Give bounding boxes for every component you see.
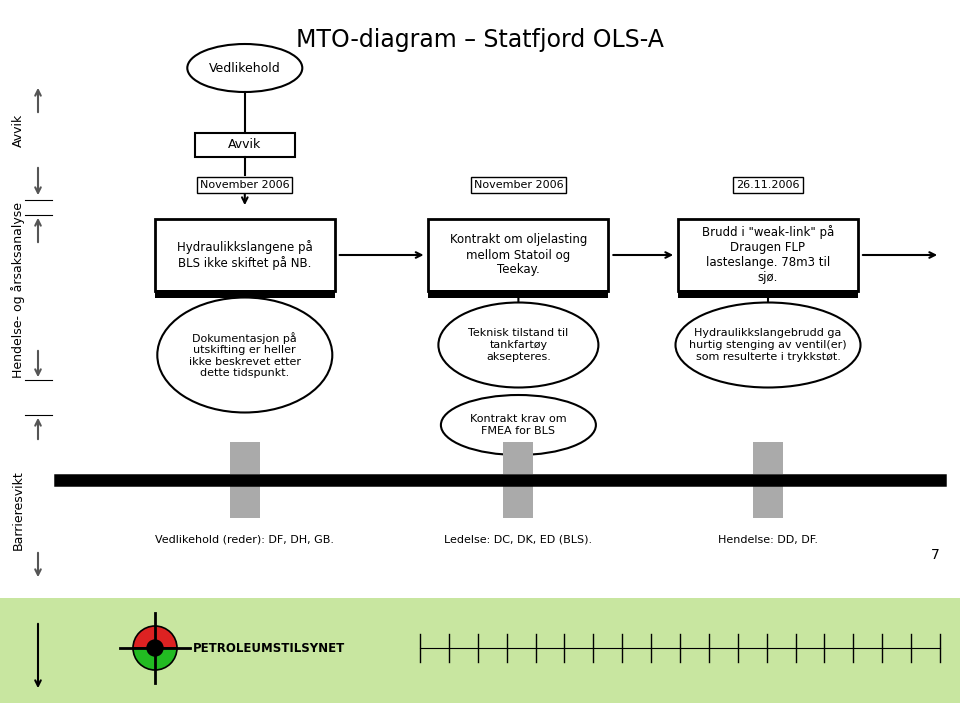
Text: Hendelse- og årsaksanalyse: Hendelse- og årsaksanalyse bbox=[11, 202, 25, 378]
Ellipse shape bbox=[441, 395, 596, 455]
Text: Hydraulikkslangene på
BLS ikke skiftet på NB.: Hydraulikkslangene på BLS ikke skiftet p… bbox=[177, 240, 313, 270]
Text: 7: 7 bbox=[931, 548, 940, 562]
Text: Dokumentasjon på
utskifting er heller
ikke beskrevet etter
dette tidspunkt.: Dokumentasjon på utskifting er heller ik… bbox=[189, 332, 300, 378]
Text: PETROLEUMSTILSYNET: PETROLEUMSTILSYNET bbox=[193, 642, 346, 654]
Text: 26.11.2006: 26.11.2006 bbox=[736, 180, 800, 190]
Ellipse shape bbox=[439, 302, 598, 387]
Text: Barrieresvikt: Barrieresvikt bbox=[12, 470, 25, 550]
Text: Kontrakt krav om
FMEA for BLS: Kontrakt krav om FMEA for BLS bbox=[470, 414, 566, 436]
Text: November 2006: November 2006 bbox=[200, 180, 290, 190]
Text: Teknisk tilstand til
tankfartøy
aksepteres.: Teknisk tilstand til tankfartøy aksepter… bbox=[468, 328, 568, 361]
Bar bbox=[229, 486, 260, 518]
Text: Vedlikehold: Vedlikehold bbox=[209, 61, 280, 75]
Text: Hendelse: DD, DF.: Hendelse: DD, DF. bbox=[718, 535, 818, 545]
Text: Avvik: Avvik bbox=[12, 113, 25, 147]
Text: Vedlikehold (reder): DF, DH, GB.: Vedlikehold (reder): DF, DH, GB. bbox=[156, 535, 334, 545]
Text: Brudd i "weak-link" på
Draugen FLP
lasteslange. 78m3 til
sjø.: Brudd i "weak-link" på Draugen FLP laste… bbox=[702, 226, 834, 285]
Text: MTO-diagram – Statfjord OLS-A: MTO-diagram – Statfjord OLS-A bbox=[296, 28, 664, 52]
Bar bbox=[678, 290, 858, 298]
Bar bbox=[428, 219, 609, 291]
Text: Avvik: Avvik bbox=[228, 138, 261, 152]
Circle shape bbox=[147, 640, 163, 656]
Text: Ledelse: DC, DK, ED (BLS).: Ledelse: DC, DK, ED (BLS). bbox=[444, 535, 592, 545]
Ellipse shape bbox=[676, 302, 860, 387]
Bar bbox=[753, 442, 783, 474]
Bar bbox=[155, 290, 335, 298]
Bar bbox=[753, 486, 783, 518]
Text: November 2006: November 2006 bbox=[473, 180, 564, 190]
Bar bbox=[0, 598, 960, 703]
Wedge shape bbox=[133, 648, 177, 670]
Bar bbox=[195, 133, 295, 157]
Bar bbox=[503, 442, 534, 474]
Wedge shape bbox=[133, 626, 177, 648]
Bar bbox=[678, 219, 858, 291]
Bar bbox=[503, 486, 534, 518]
Ellipse shape bbox=[187, 44, 302, 92]
Ellipse shape bbox=[157, 297, 332, 413]
Text: Kontrakt om oljelasting
mellom Statoil og
Teekay.: Kontrakt om oljelasting mellom Statoil o… bbox=[449, 233, 588, 276]
Bar bbox=[229, 442, 260, 474]
Bar bbox=[155, 219, 335, 291]
Text: Hydraulikkslangebrudd ga
hurtig stenging av ventil(er)
som resulterte i trykkstø: Hydraulikkslangebrudd ga hurtig stenging… bbox=[689, 328, 847, 361]
Bar bbox=[428, 290, 609, 298]
